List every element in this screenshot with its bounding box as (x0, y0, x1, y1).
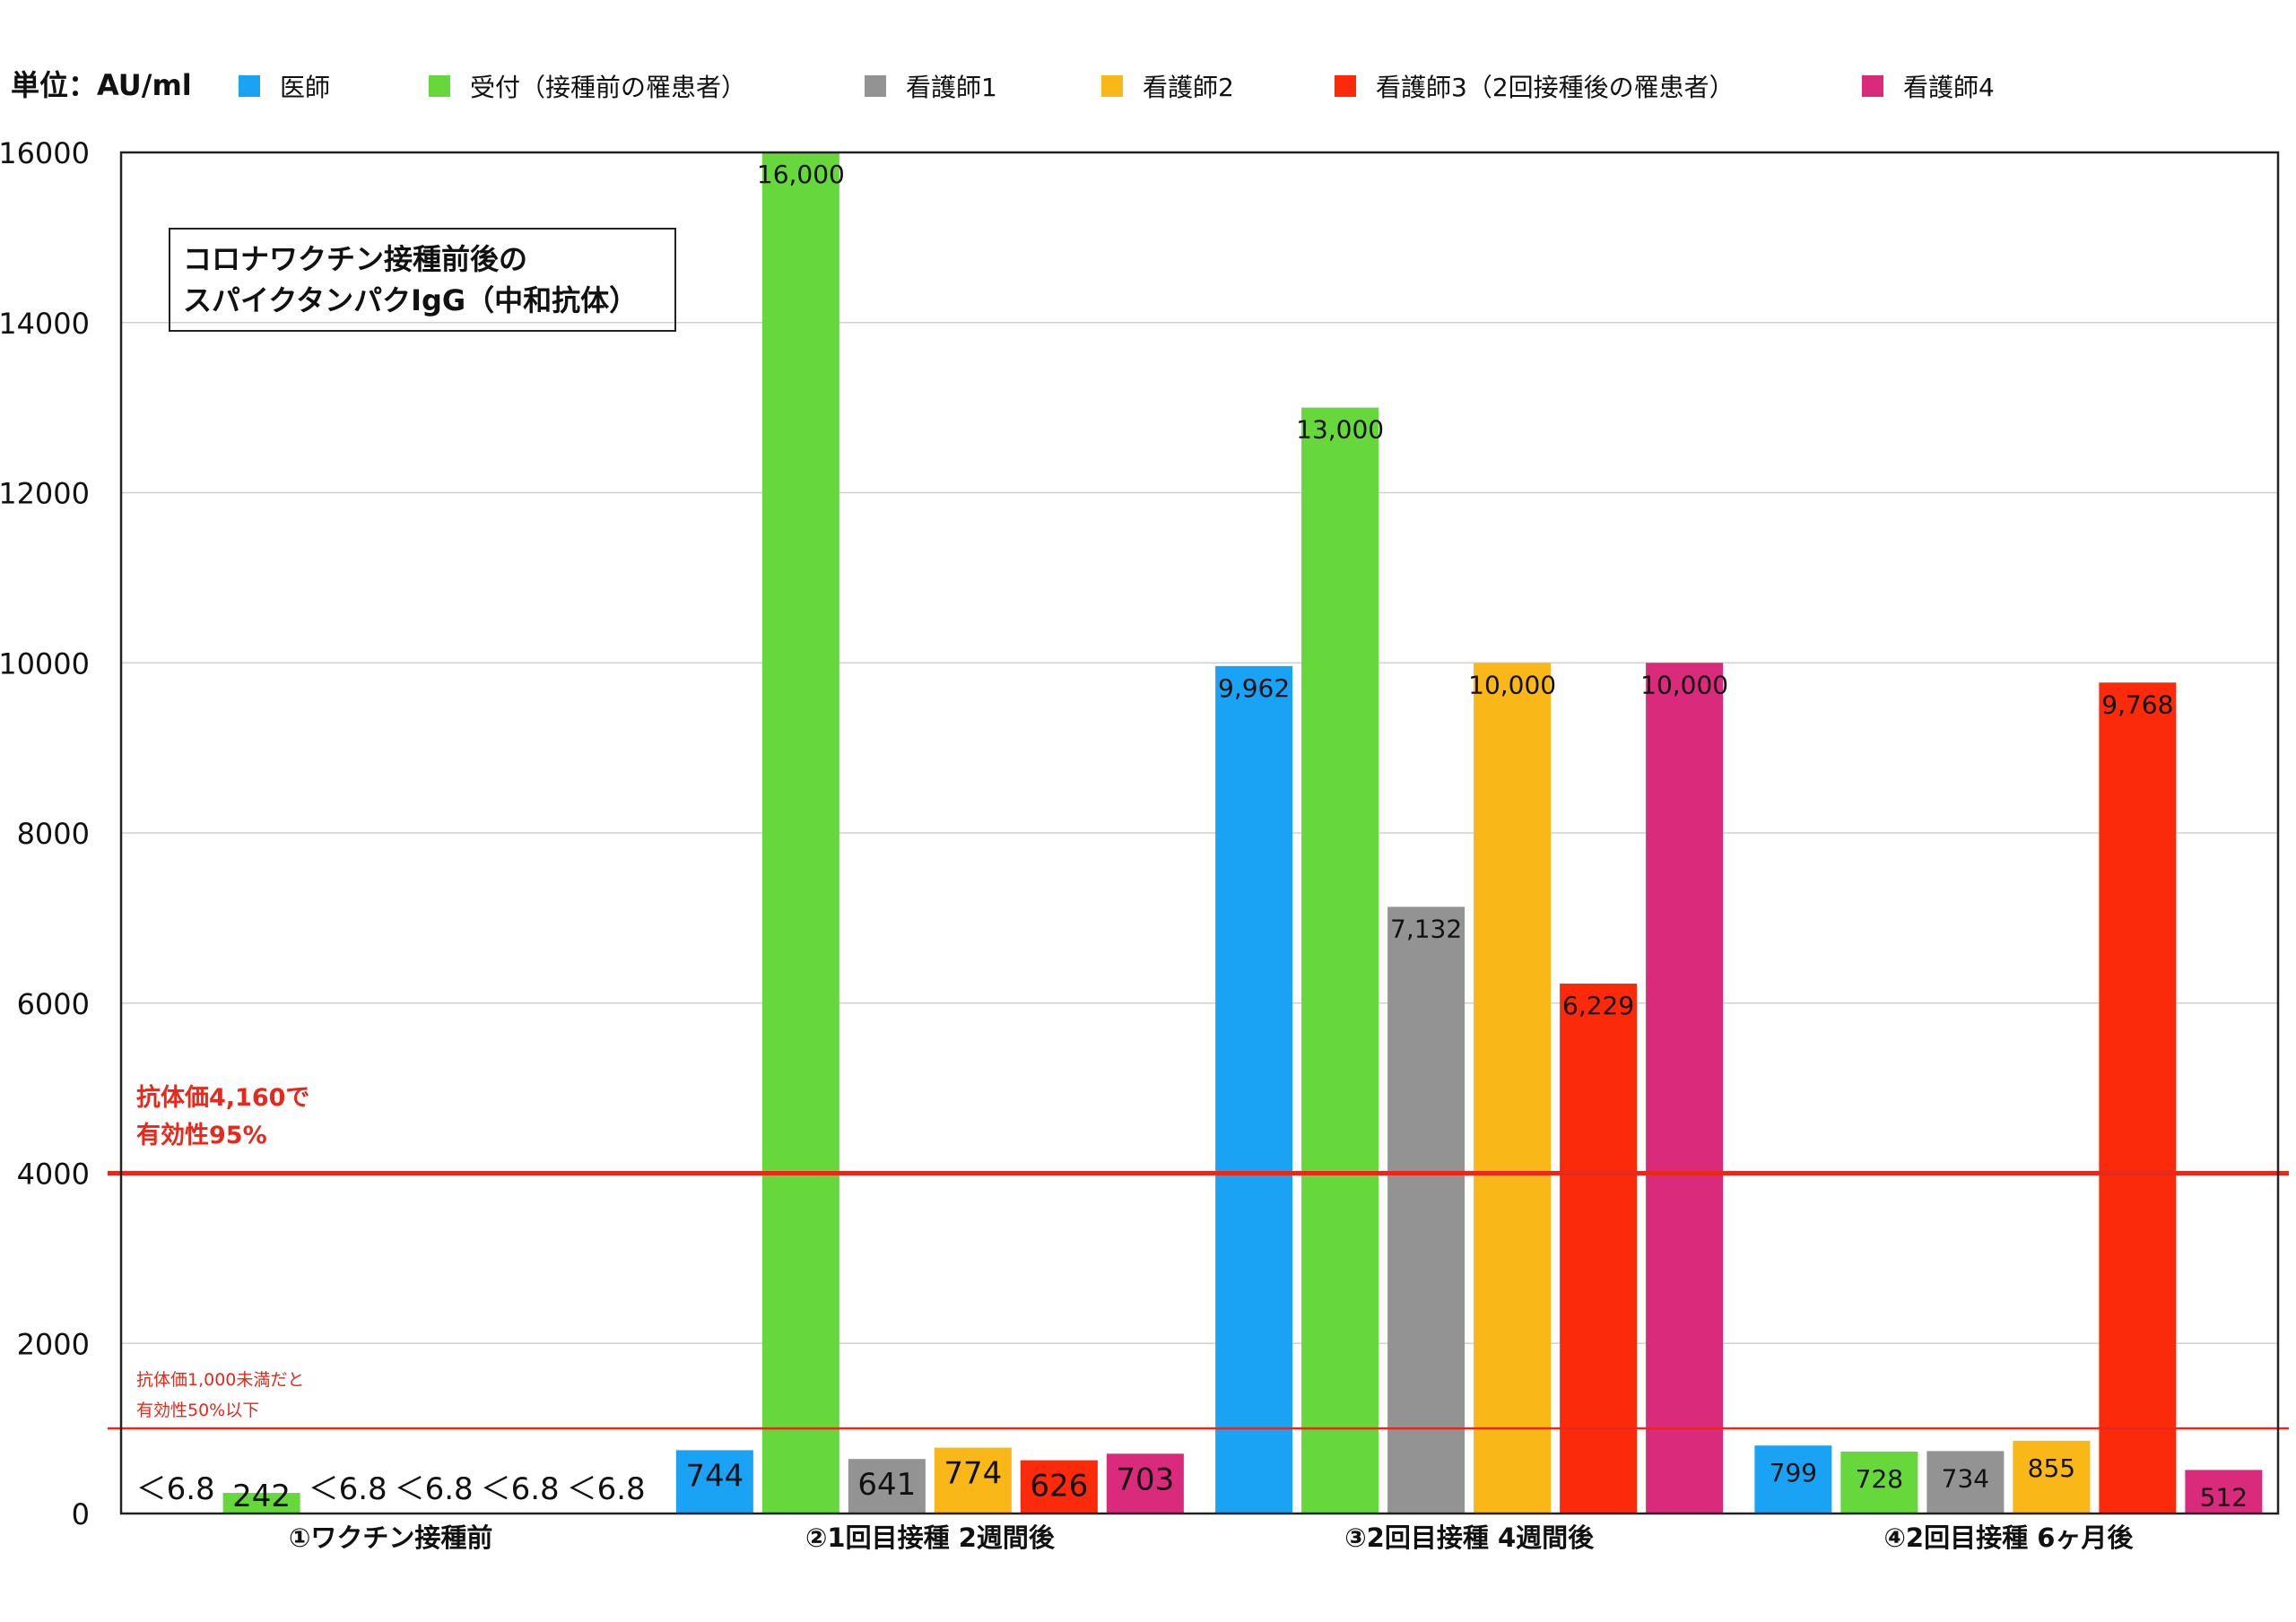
data-label: 734 (1942, 1463, 1989, 1493)
bar (1560, 984, 1638, 1514)
legend: 医師 受付（接種前の罹患者） 看護師1 看護師2 看護師3（2回接種後の罹患者）… (0, 68, 2296, 104)
bar (2013, 1440, 2091, 1514)
data-label: ＜6.8 (567, 1471, 646, 1507)
y-tick-label: 2000 (17, 1327, 90, 1361)
data-label: 9,962 (1218, 673, 1290, 703)
legend-item-nurse3: 看護師3（2回接種後の罹患者） (1335, 68, 1735, 104)
bar (1926, 1451, 2005, 1514)
legend-label-reception: 受付（接種前の罹患者） (470, 73, 747, 102)
plot-frame (119, 151, 2280, 1515)
data-label: 703 (1116, 1462, 1174, 1497)
data-label: 9,768 (2101, 690, 2173, 719)
y-tick-label: 4000 (17, 1158, 90, 1192)
legend-label-nurse2: 看護師2 (1143, 73, 1234, 102)
y-tick-label: 10000 (0, 646, 90, 681)
y-tick-label: 0 (72, 1497, 90, 1531)
data-label: 799 (1770, 1458, 1817, 1488)
data-label: ＜6.8 (136, 1471, 215, 1507)
x-tick-label: ②1回目接種 2週間後 (805, 1522, 1056, 1553)
y-tick-label: 14000 (0, 307, 90, 341)
data-label: 6,229 (1562, 991, 1634, 1020)
legend-swatch-nurse4 (1862, 75, 1883, 97)
legend-swatch-nurse3 (1335, 75, 1356, 97)
x-tick-label: ③2回目接種 4週間後 (1344, 1522, 1595, 1553)
data-label: 13,000 (1296, 415, 1384, 445)
data-label: 744 (685, 1458, 744, 1494)
bar (2185, 1470, 2263, 1514)
data-label: 774 (944, 1456, 1002, 1492)
data-label: 855 (2028, 1453, 2075, 1483)
bar (1106, 1453, 1184, 1514)
legend-label-doctor: 医師 (280, 73, 331, 102)
data-label: 626 (1030, 1469, 1088, 1505)
threshold-annotation-low: 抗体価1,000未満だと 有効性50%以下 (136, 1365, 304, 1426)
data-label: 641 (857, 1467, 916, 1503)
unit-label: 単位：AU/ml (11, 68, 192, 102)
data-label: 242 (232, 1479, 291, 1514)
legend-swatch-reception (429, 75, 450, 97)
legend-swatch-nurse1 (865, 75, 886, 97)
y-tick-label: 6000 (17, 987, 90, 1021)
data-label: 7,132 (1390, 914, 1462, 943)
data-label: 728 (1856, 1464, 1903, 1494)
bar (1754, 1445, 1832, 1514)
bar (675, 1450, 753, 1514)
x-tick-label: ①ワクチン接種前 (289, 1522, 493, 1553)
bar (934, 1447, 1012, 1514)
bar (222, 1493, 300, 1514)
legend-item-doctor: 医師 (239, 68, 330, 104)
data-label: 16,000 (757, 160, 845, 189)
data-label: 10,000 (1640, 670, 1728, 699)
legend-item-reception: 受付（接種前の罹患者） (429, 68, 746, 104)
legend-item-nurse2: 看護師2 (1101, 68, 1234, 104)
bar (1646, 663, 1724, 1514)
legend-label-nurse3: 看護師3（2回接種後の罹患者） (1376, 73, 1735, 102)
y-tick-label: 16000 (0, 136, 90, 170)
legend-item-nurse1: 看護師1 (865, 68, 997, 104)
x-tick-label: ④2回目接種 6ヶ月後 (1883, 1522, 2134, 1553)
legend-label-nurse4: 看護師4 (1903, 73, 1995, 102)
threshold-annotation-high-line-1: 抗体価4,160で (136, 1084, 310, 1112)
threshold-annotation-low-line-2: 有効性50%以下 (136, 1401, 260, 1420)
legend-swatch-doctor (239, 75, 260, 97)
bar (1020, 1460, 1098, 1514)
bar (761, 152, 839, 1514)
chart-title-line-1: コロナワクチン接種前後の (183, 242, 528, 276)
data-label: 512 (2200, 1482, 2248, 1512)
data-label: ＜6.8 (309, 1471, 387, 1507)
data-label: ＜6.8 (395, 1471, 474, 1507)
bar (2099, 682, 2177, 1514)
chart-title-line-2: スパイクタンパクIgG（中和抗体） (183, 283, 639, 317)
y-tick-label: 12000 (0, 477, 90, 511)
legend-label-nurse1: 看護師1 (906, 73, 997, 102)
data-label: ＜6.8 (481, 1471, 560, 1507)
threshold-annotation-high-line-2: 有効性95% (136, 1122, 267, 1149)
bar (1474, 663, 1552, 1514)
chart-title-box: コロナワクチン接種前後の スパイクタンパクIgG（中和抗体） (169, 228, 676, 332)
legend-item-nurse4: 看護師4 (1862, 68, 1995, 104)
bar (1387, 906, 1465, 1514)
y-tick-label: 8000 (17, 817, 90, 851)
threshold-annotation-low-line-1: 抗体価1,000未満だと (136, 1370, 305, 1390)
bar (1215, 665, 1293, 1514)
bar (1301, 407, 1379, 1514)
bar (848, 1459, 926, 1514)
data-label: 10,000 (1468, 670, 1556, 699)
legend-swatch-nurse2 (1101, 75, 1123, 97)
bar (1840, 1451, 1918, 1514)
threshold-annotation-high: 抗体価4,160で 有効性95% (136, 1080, 309, 1155)
